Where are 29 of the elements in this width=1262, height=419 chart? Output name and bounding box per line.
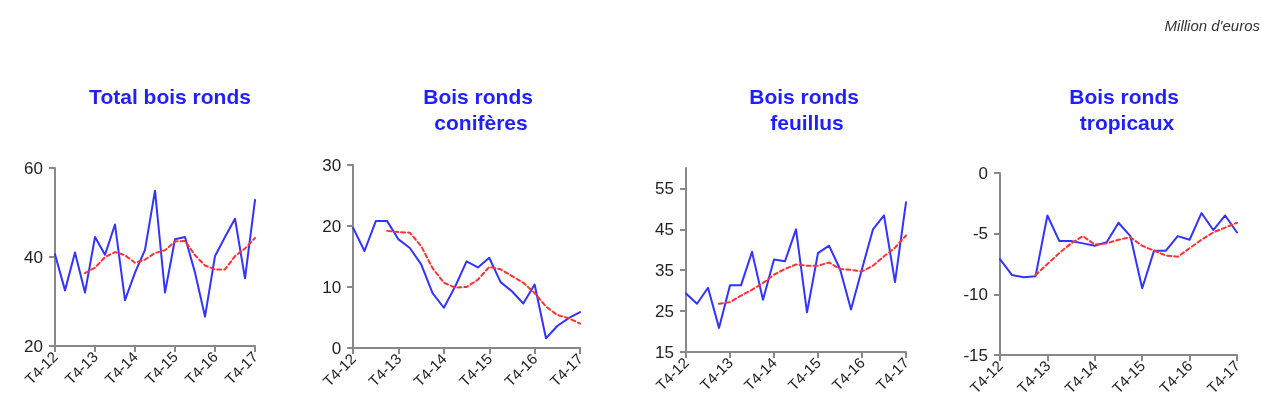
y-tick-label: 60 — [24, 158, 43, 178]
line-series — [1034, 221, 1238, 276]
y-tick-label: 0 — [331, 338, 342, 358]
line-series — [352, 220, 581, 340]
line-series — [386, 229, 581, 325]
line-series — [685, 201, 907, 329]
y-tick-label: 25 — [655, 301, 674, 321]
chart-title: Bois ronds tropicaux — [1069, 84, 1185, 134]
y-tick-label: 10 — [322, 277, 342, 297]
y-tick-label: 55 — [655, 178, 674, 198]
chart-title: Bois ronds feuillus — [749, 84, 865, 134]
line-series — [54, 189, 256, 318]
line-series — [718, 234, 907, 305]
y-tick-label: -15 — [963, 345, 988, 365]
y-tick-label: 15 — [655, 342, 674, 362]
y-tick-label: 0 — [978, 163, 988, 183]
y-tick-label: 20 — [322, 216, 342, 236]
y-tick-label: -10 — [963, 284, 988, 304]
line-series — [84, 236, 256, 275]
y-tick-label: 20 — [24, 336, 43, 356]
y-tick-label: 45 — [655, 219, 674, 239]
line-series — [999, 212, 1238, 290]
text: Million d'euros — [1164, 17, 1261, 34]
chart-title: Total bois ronds — [89, 84, 251, 108]
y-tick-label: 40 — [24, 247, 43, 267]
y-tick-label: 30 — [322, 155, 342, 175]
y-tick-label: -5 — [972, 224, 988, 244]
y-tick-label: 35 — [655, 260, 674, 280]
chart-title: Bois ronds conifères — [423, 84, 539, 134]
